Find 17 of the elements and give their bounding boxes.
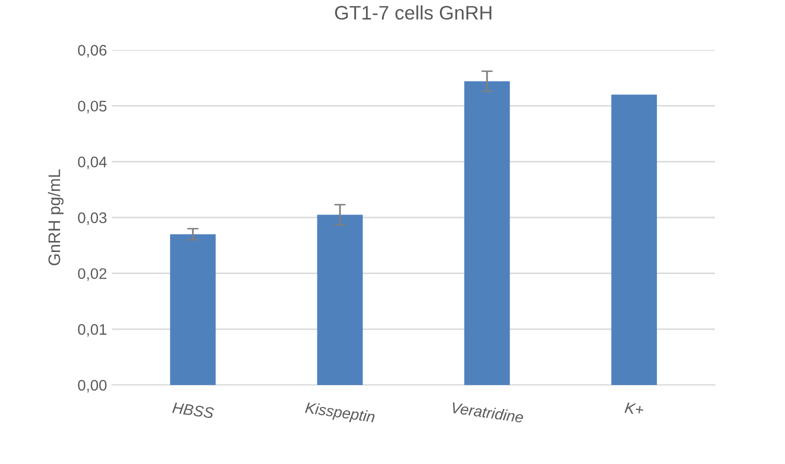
y-tick-label: 0,04 (78, 156, 107, 170)
y-tick-label: 0,01 (78, 324, 106, 337)
chart-title: GT1-7 cells GnRH (335, 5, 492, 20)
y-tick-label: 0,06 (78, 44, 106, 58)
x-tick-label: Veratridine (451, 402, 524, 423)
y-tick-label: 0,00 (78, 380, 107, 392)
bar (464, 81, 510, 385)
bar (611, 94, 657, 385)
y-tick-label: 0,03 (78, 212, 106, 225)
y-axis-title: GnRH pg/mL (48, 169, 64, 266)
x-tick-label: Kisspeptin (304, 402, 376, 426)
y-tick-label: 0,05 (78, 100, 106, 114)
y-tick-label: 0,02 (78, 268, 106, 281)
bar (317, 214, 363, 385)
x-tick-label: K+ (624, 402, 644, 416)
x-tick-label: HBSS (172, 402, 214, 419)
bar (170, 234, 216, 385)
